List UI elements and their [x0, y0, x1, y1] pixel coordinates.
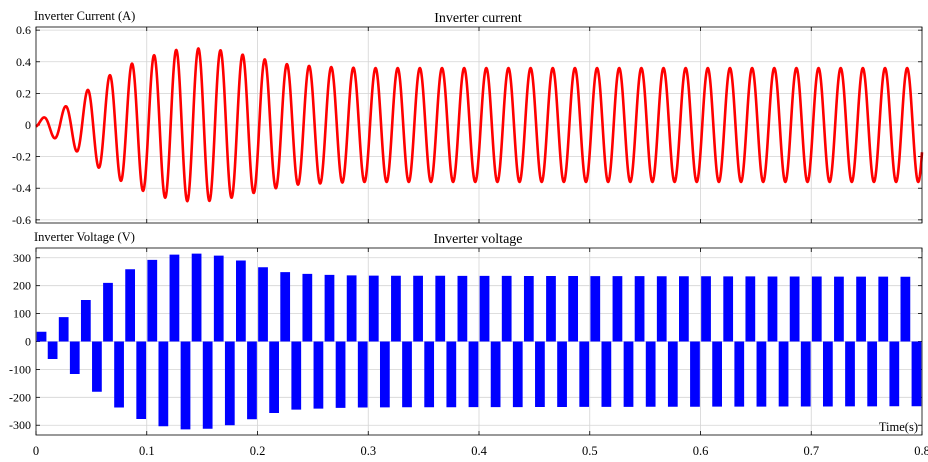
- voltage-ytick-label: -300: [9, 418, 31, 432]
- current-ytick-label: 0: [25, 118, 31, 132]
- current-ytick-label: 0.2: [16, 86, 31, 100]
- voltage-xtick-label: 0.6: [693, 444, 709, 458]
- voltage-xtick-labels: 0 0.1 0.2 0.3 0.4 0.5 0.6 0.7 0.8: [33, 444, 928, 458]
- current-ytick-label: 0.6: [16, 23, 31, 37]
- current-ytick-label: -0.2: [12, 150, 31, 164]
- voltage-xtick-label: 0.4: [471, 444, 487, 458]
- current-chart: Inverter Current (A) Inverter current 0.…: [12, 9, 924, 227]
- voltage-ytick-label: 300: [13, 251, 31, 265]
- voltage-xtick-label: 0.8: [914, 444, 928, 458]
- current-ytick-label: 0.4: [16, 55, 31, 69]
- voltage-ytick-label: -200: [9, 390, 31, 404]
- voltage-xlabel: Time(s): [879, 420, 918, 434]
- current-ytick-labels: 0.6 0.4 0.2 0 -0.2 -0.4 -0.6: [12, 23, 923, 227]
- current-ylabel: Inverter Current (A): [34, 9, 135, 23]
- voltage-xtick-label: 0.2: [250, 444, 266, 458]
- current-ytick-label: -0.6: [12, 213, 31, 227]
- voltage-plot-frame: [35, 247, 923, 436]
- voltage-ytick-label: 0: [25, 335, 31, 349]
- voltage-title: Inverter voltage: [433, 232, 522, 247]
- voltage-ylabel: Inverter Voltage (V): [34, 230, 135, 244]
- current-series-line: [35, 47, 924, 203]
- voltage-xtick-label: 0.7: [803, 444, 819, 458]
- voltage-ytick-label: -100: [9, 362, 31, 376]
- current-plot-frame: [35, 26, 923, 224]
- voltage-xtick-label: 0.5: [582, 444, 598, 458]
- current-ytick-label: -0.4: [12, 181, 31, 195]
- voltage-xtick-label: 0: [33, 444, 39, 458]
- voltage-chart: Inverter Voltage (V) Inverter voltage 30…: [9, 230, 928, 458]
- voltage-xtick-label: 0.3: [360, 444, 376, 458]
- voltage-ytick-label: 100: [13, 307, 31, 321]
- current-title: Inverter current: [434, 11, 522, 26]
- voltage-xtick-label: 0.1: [139, 444, 155, 458]
- voltage-ytick-label: 200: [13, 279, 31, 293]
